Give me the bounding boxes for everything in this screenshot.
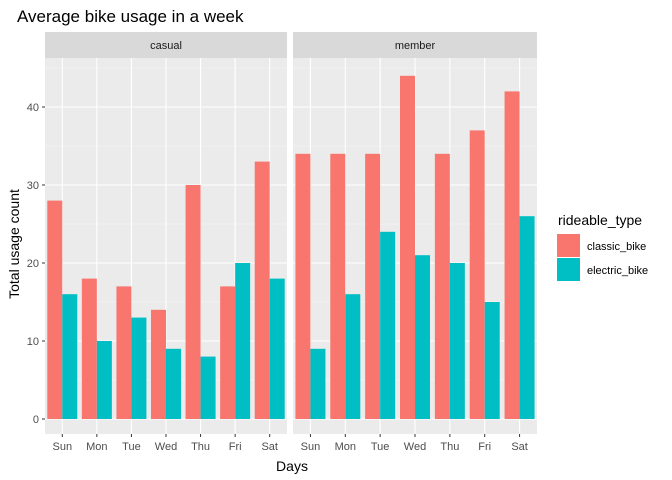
x-tick-label: Sun	[301, 441, 321, 453]
x-axis-title: Days	[276, 458, 308, 474]
y-tick-label: 40	[27, 102, 39, 114]
x-tick-label: Tue	[122, 441, 141, 453]
y-axis: 0 10 20 30 40	[27, 102, 45, 426]
legend-swatch-electric-bike	[557, 258, 580, 281]
bar-member-electric-bike-wed	[415, 255, 430, 419]
chart-title: Average bike usage in a week	[17, 7, 244, 26]
bar-member-classic-bike-sat	[504, 91, 520, 420]
y-axis-title: Total usage count	[6, 189, 22, 299]
bar-casual-classic-bike-thu	[185, 185, 201, 419]
facet-panel-member: member Sun Mon Tue Wed Thu Fri Sat	[293, 32, 537, 453]
legend-label-electric-bike: electric_bike	[587, 265, 648, 277]
bar-casual-classic-bike-sat	[254, 161, 270, 419]
bar-member-classic-bike-mon	[330, 153, 346, 420]
bar-member-electric-bike-thu	[449, 263, 465, 419]
y-tick-label: 20	[27, 258, 39, 270]
bar-member-electric-bike-tue	[380, 231, 396, 419]
x-tick-label: Wed	[404, 441, 426, 453]
facet-panel-casual: casual Sun Mon Tue Wed Thu Fri Sat	[45, 32, 287, 453]
bar-casual-classic-bike-fri	[220, 286, 236, 419]
y-tick-label: 10	[27, 336, 39, 348]
bar-casual-classic-bike-wed	[151, 309, 166, 419]
legend-swatch-classic-bike	[557, 234, 580, 257]
bar-casual-electric-bike-sun	[62, 294, 78, 419]
bar-casual-electric-bike-mon	[96, 341, 112, 419]
bar-member-classic-bike-sun	[295, 153, 311, 420]
bar-casual-electric-bike-thu	[200, 356, 216, 419]
bar-member-electric-bike-mon	[345, 294, 361, 419]
bar-casual-electric-bike-sat	[269, 278, 285, 419]
legend-title: rideable_type	[558, 212, 642, 228]
x-tick-label: Thu	[191, 441, 210, 453]
x-tick-label: Mon	[86, 441, 107, 453]
bar-casual-classic-bike-sun	[47, 200, 63, 419]
bar-member-electric-bike-fri	[484, 302, 500, 419]
bar-casual-electric-bike-wed	[166, 348, 181, 419]
bar-member-classic-bike-wed	[400, 75, 415, 420]
bar-casual-electric-bike-tue	[131, 317, 147, 419]
x-tick-label: Thu	[440, 441, 459, 453]
facet-strip	[45, 32, 287, 58]
y-tick-label: 0	[33, 414, 39, 426]
legend-label-classic-bike: classic_bike	[587, 241, 646, 253]
y-tick-label: 30	[27, 180, 39, 192]
x-tick-label: Mon	[335, 441, 356, 453]
bar-member-electric-bike-sat	[519, 216, 535, 419]
facet-strip-label: casual	[150, 40, 182, 52]
bar-member-classic-bike-fri	[469, 130, 485, 419]
x-tick-label: Tue	[371, 441, 390, 453]
bar-member-classic-bike-thu	[434, 153, 450, 420]
facet-strip-label: member	[395, 40, 436, 52]
x-tick-label: Sun	[52, 441, 72, 453]
legend: rideable_type classic_bike electric_bike	[557, 212, 648, 281]
x-tick-label: Fri	[478, 441, 491, 453]
bar-member-electric-bike-sun	[310, 348, 326, 419]
x-tick-label: Sat	[261, 441, 278, 453]
x-tick-label: Fri	[229, 441, 242, 453]
bar-casual-electric-bike-fri	[235, 263, 251, 419]
facet-strip	[293, 32, 537, 58]
x-tick-label: Sat	[511, 441, 528, 453]
x-tick-label: Wed	[155, 441, 177, 453]
bar-casual-classic-bike-tue	[116, 286, 132, 419]
bar-casual-classic-bike-mon	[81, 278, 97, 419]
bar-member-classic-bike-tue	[365, 153, 381, 420]
